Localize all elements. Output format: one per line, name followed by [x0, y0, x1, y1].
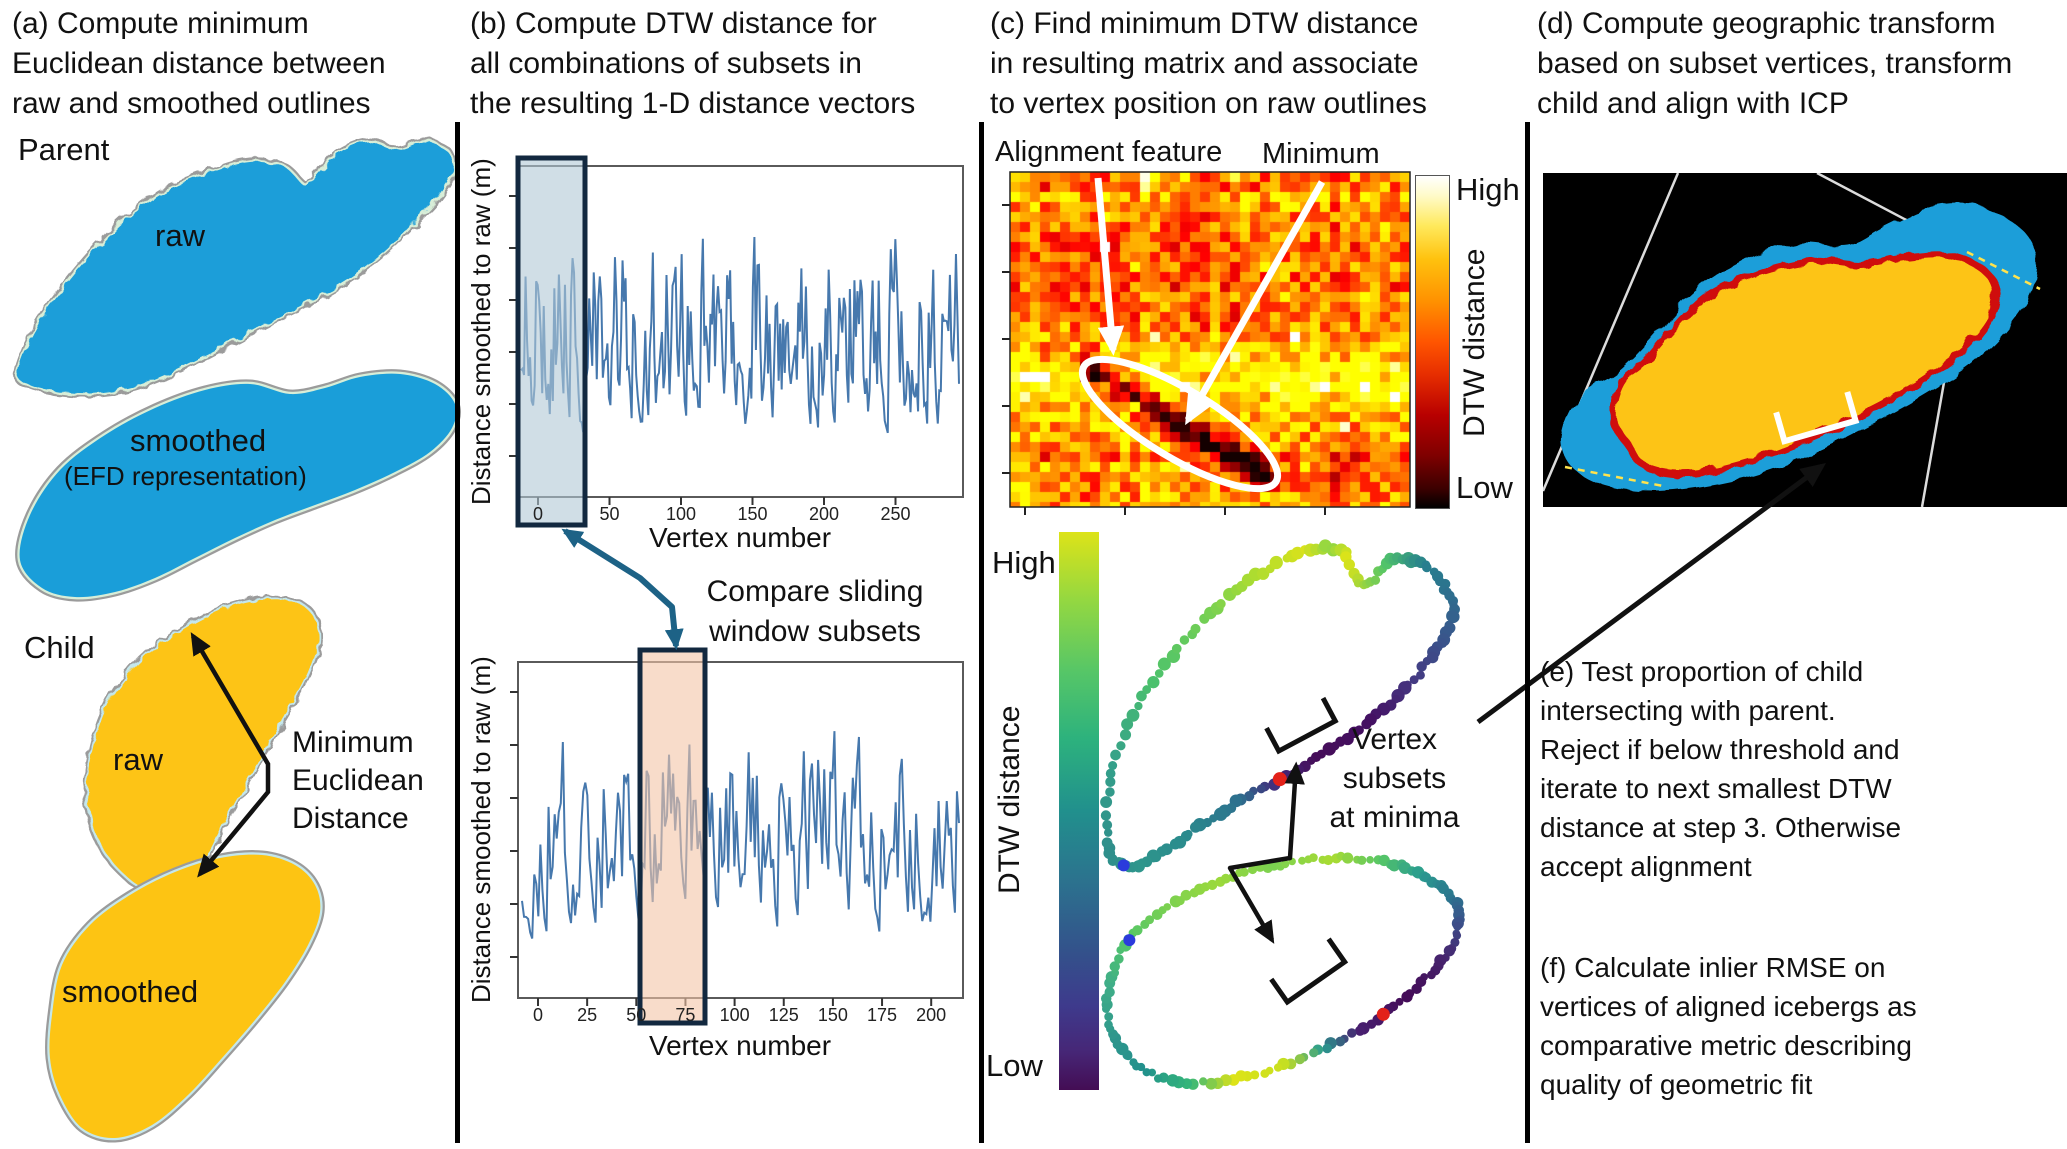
dtw-matrix-heatmap	[1010, 172, 1410, 507]
panel-b-title: (b) Compute DTW distance for all combinat…	[470, 7, 916, 120]
hot-colorbar-label: DTW distance	[1458, 248, 1491, 438]
tick-label: 100	[719, 1005, 750, 1025]
hot-colorbar-high-label: High	[1456, 172, 1520, 207]
alignment-feature-label: Alignment feature	[995, 136, 1223, 168]
hot-colorbar-low-label: Low	[1456, 470, 1513, 505]
child-label: Child	[24, 630, 95, 665]
panel-a-title: (a) Compute minimum Euclidean distance be…	[12, 7, 386, 120]
compare-sliding-window-annotation: Compare sliding window subsets	[706, 575, 924, 648]
parent-raw-label: raw	[155, 218, 205, 253]
tick-label: 50	[626, 1005, 647, 1025]
tick-label: 100	[665, 504, 697, 524]
panel-c-title: (c) Find minimum DTW distance in resultin…	[990, 7, 1427, 120]
parent-label: Parent	[18, 132, 110, 167]
panel-d-title: (d) Compute geographic transform based on…	[1537, 7, 2013, 120]
tick-label: 200	[808, 504, 840, 524]
viridis-colorbar	[1059, 532, 1099, 1090]
tick-label: 25	[577, 1005, 598, 1025]
divider-a-b	[455, 122, 460, 1143]
divider-b-c	[979, 122, 984, 1143]
child-raw-label: raw	[113, 742, 163, 777]
minimum-label: Minimum	[1262, 138, 1380, 170]
tick-label: 75	[675, 1005, 696, 1025]
top-plot-ylabel: Distance smoothed to raw (m)	[466, 158, 496, 506]
vertex-subsets-annotation: Vertex subsets at minima	[1329, 723, 1460, 834]
min-euclidean-distance-label: Minimum Euclidean Distance	[292, 726, 424, 835]
tick-label: 125	[768, 1005, 799, 1025]
tick-label: 0	[532, 504, 543, 524]
panel-e-text: (e) Test proportion of child intersecting…	[1540, 656, 1902, 882]
child-smoothed-label: smoothed	[62, 974, 199, 1009]
parent-smoothed-label: smoothed	[130, 423, 267, 458]
tick-label: 250	[880, 504, 911, 524]
tick-label: 200	[916, 1005, 947, 1025]
bottom-plot-xlabel: Vertex number	[648, 1030, 832, 1061]
efd-note: (EFD representation)	[64, 461, 307, 491]
top-plot-xlabel: Vertex number	[648, 522, 832, 553]
viridis-colorbar-high-label: High	[992, 545, 1056, 580]
tick-label: 150	[817, 1005, 848, 1025]
bottom-plot-ylabel: Distance smoothed to raw (m)	[466, 656, 496, 1004]
tick-label: 150	[737, 504, 768, 524]
viridis-colorbar-low-label: Low	[986, 1048, 1043, 1083]
viridis-colorbar-label: DTW distance	[993, 705, 1026, 895]
tick-label: 175	[867, 1005, 898, 1025]
tick-label: 50	[599, 504, 620, 524]
panel-f-text: (f) Calculate inlier RMSE on vertices of …	[1540, 952, 1917, 1100]
hot-colorbar	[1415, 175, 1450, 509]
divider-c-d	[1525, 122, 1530, 1143]
tick-label: 0	[532, 1005, 543, 1025]
